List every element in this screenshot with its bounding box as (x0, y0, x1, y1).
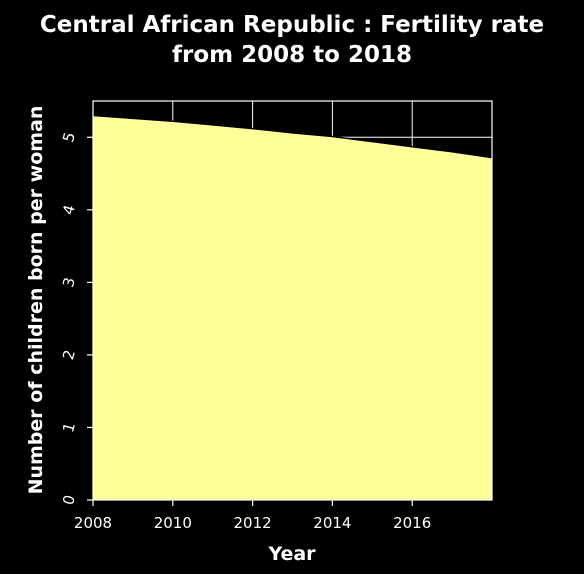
x-tick-label: 2014 (313, 514, 351, 532)
y-tick-label: 5 (59, 130, 79, 144)
x-axis-label: Year (267, 543, 316, 565)
series-line (92, 114, 493, 159)
y-axis-label: Number of children born per woman (25, 106, 47, 495)
y-tick-label: 3 (59, 275, 79, 289)
x-tick-label: 2016 (393, 514, 431, 532)
plot-area: 2008 2010 2012 2014 2016 0 1 2 3 4 5 (59, 100, 493, 532)
y-tick-label: 1 (59, 421, 79, 435)
series-area (93, 115, 492, 500)
y-tick-label: 0 (59, 493, 79, 507)
y-tick-label: 2 (59, 348, 79, 362)
x-tick-label: 2008 (74, 514, 112, 532)
y-tick-label: 4 (59, 203, 79, 217)
chart-title-line-1: Central African Republic : Fertility rat… (40, 12, 544, 38)
chart-title-line-2: from 2008 to 2018 (172, 42, 412, 68)
x-tick-label: 2012 (234, 514, 272, 532)
plot-frame (92, 100, 493, 501)
x-tick-label: 2010 (154, 514, 192, 532)
